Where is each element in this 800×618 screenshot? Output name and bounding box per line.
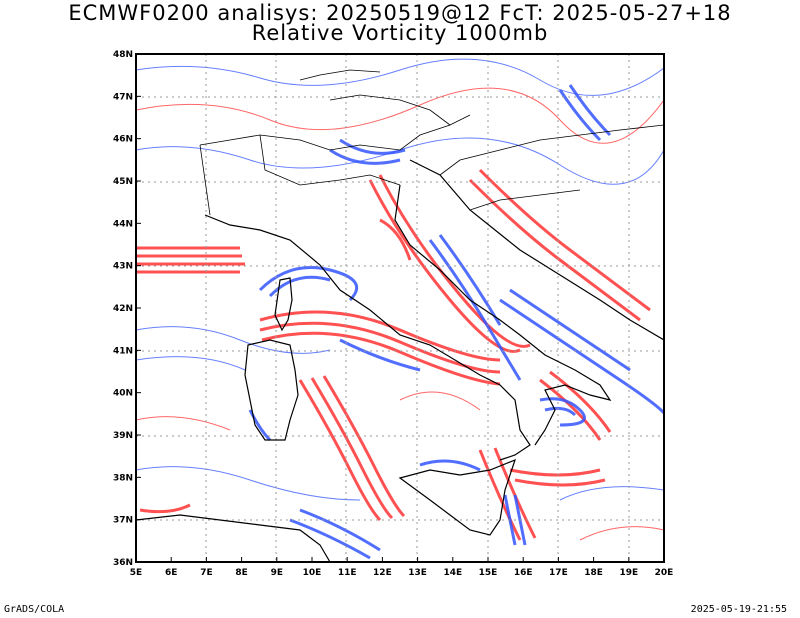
footer-grads-label: GrADS/COLA — [4, 604, 65, 615]
y-tick-label: 42N — [113, 304, 133, 314]
y-tick-label: 41N — [113, 346, 133, 356]
longitude-axis: 5E 6E 7E 8E 9E 10E 11E 12E 13E 14E 15E 16E 17E 18E 19E… — [130, 557, 674, 578]
x-tick-label: 20E — [655, 568, 674, 578]
vorticity-contours — [136, 54, 664, 562]
chart-title: ECMWF0200 analisys: 20250519@12 FcT: 202… — [68, 1, 732, 25]
y-tick-label: 39N — [113, 431, 133, 441]
x-tick-label: 6E — [165, 568, 177, 578]
x-tick-label: 19E — [619, 568, 638, 578]
y-tick-label: 43N — [113, 262, 133, 272]
x-tick-label: 15E — [479, 568, 498, 578]
x-tick-label: 16E — [514, 568, 533, 578]
y-tick-label: 36N — [113, 558, 133, 568]
y-tick-label: 37N — [113, 516, 133, 526]
y-tick-label: 47N — [113, 92, 133, 102]
x-tick-label: 12E — [373, 568, 392, 578]
chart-subtitle: Relative Vorticity 1000mb — [251, 21, 549, 45]
x-tick-label: 14E — [443, 568, 462, 578]
x-tick-label: 9E — [271, 568, 283, 578]
y-tick-label: 40N — [113, 389, 133, 399]
y-tick-label: 48N — [113, 50, 133, 60]
y-tick-label: 44N — [113, 219, 133, 229]
x-tick-label: 10E — [303, 568, 322, 578]
x-tick-label: 8E — [235, 568, 247, 578]
borders — [199, 69, 664, 216]
x-tick-label: 11E — [338, 568, 357, 578]
y-tick-label: 46N — [113, 135, 133, 145]
latitude-axis: 36N 37N 38N 39N 40N 41N 42N 43N 44N 45N 46N 47N 48N — [113, 50, 141, 568]
x-tick-label: 7E — [200, 568, 212, 578]
x-tick-label: 18E — [584, 568, 603, 578]
y-tick-label: 45N — [113, 177, 133, 187]
x-tick-label: 13E — [408, 568, 427, 578]
x-tick-label: 5E — [130, 568, 142, 578]
x-tick-label: 17E — [549, 568, 568, 578]
y-tick-label: 38N — [113, 473, 133, 483]
coastline — [136, 159, 664, 562]
footer-timestamp: 2025-05-19-21:55 — [690, 604, 787, 615]
